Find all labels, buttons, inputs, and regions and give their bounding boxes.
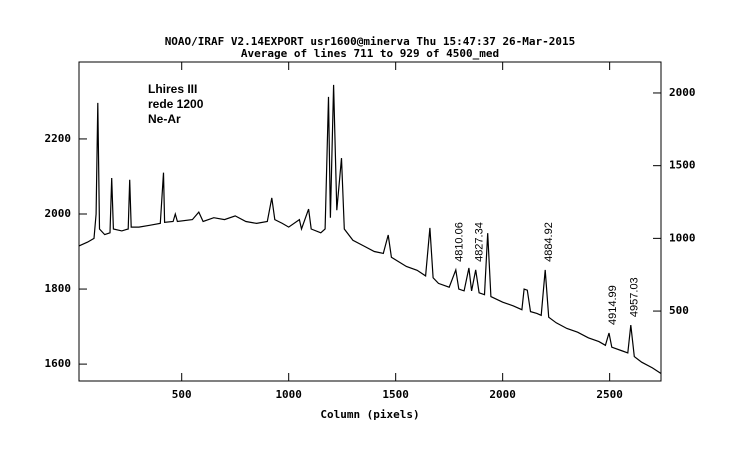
x-tick-label: 1500	[382, 388, 409, 401]
y2-tick-label: 500	[669, 304, 689, 317]
plot-frame	[78, 61, 662, 382]
x-tick-label: 2500	[596, 388, 623, 401]
y-tick-label: 2000	[45, 207, 72, 220]
chart-title: NOAO/IRAF V2.14EXPORT usr1600@minerva Th…	[165, 35, 576, 48]
x-axis-label: Column (pixels)	[320, 408, 419, 421]
spectrum-line	[78, 84, 662, 375]
info-text: Ne-Ar	[148, 112, 181, 126]
x-tick-label: 500	[172, 388, 192, 401]
info-text: Lhires III	[148, 82, 197, 96]
peak-annotation: 4957.03	[629, 277, 641, 317]
y2-tick-label: 2000	[669, 86, 696, 99]
y2-tick-label: 1500	[669, 159, 696, 172]
peak-annotation: 4827.34	[474, 222, 486, 262]
peak-annotation: 4914.99	[607, 285, 619, 325]
info-text: rede 1200	[148, 97, 204, 111]
peak-annotation: 4884.92	[543, 222, 555, 262]
x-tick-label: 1000	[275, 388, 302, 401]
peak-annotation: 4810.06	[454, 222, 466, 262]
chart-subtitle: Average of lines 711 to 929 of 4500_med	[241, 47, 499, 60]
y-tick-label: 1800	[45, 282, 72, 295]
y-tick-label: 2200	[45, 132, 72, 145]
x-tick-label: 2000	[489, 388, 516, 401]
y-tick-label: 1600	[45, 357, 72, 370]
y2-tick-label: 1000	[669, 231, 696, 244]
